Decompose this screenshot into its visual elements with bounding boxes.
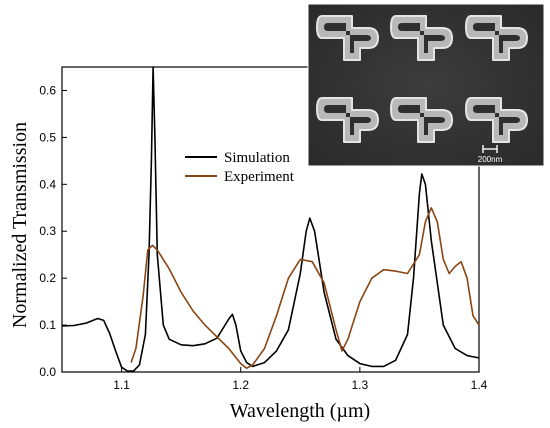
series-line-simulation — [61, 66, 480, 372]
y-tick-label: 0.4 — [39, 177, 56, 191]
y-tick-label: 0.2 — [39, 271, 56, 285]
legend-label-experiment: Experiment — [224, 169, 295, 185]
series-line-experiment — [130, 207, 480, 370]
scale-bar: 200nm — [478, 145, 503, 164]
legend-label-simulation: Simulation — [224, 150, 290, 166]
plot-frame — [61, 66, 480, 373]
x-tick-label: 1.1 — [113, 378, 130, 392]
y-tick-label: 0.5 — [39, 130, 56, 144]
series-layer — [61, 66, 480, 372]
x-axis-title: Wavelength (µm) — [230, 400, 370, 422]
x-tick-label: 1.4 — [471, 378, 488, 392]
x-tick-label: 1.3 — [352, 378, 369, 392]
x-tick-label: 1.2 — [232, 378, 249, 392]
y-tick-label: 0.0 — [39, 365, 56, 379]
y-tick-label: 0.1 — [39, 318, 56, 332]
ticks-layer: 1.1 1.2 1.3 1.4 0.0 0.1 0.2 0.3 0.4 0.5 0.6 — [39, 83, 487, 392]
sem-inset-image: 200nm — [307, 3, 545, 167]
y-tick-label: 0.6 — [39, 83, 56, 97]
scale-bar-label: 200nm — [478, 155, 503, 164]
y-tick-label: 0.3 — [39, 224, 56, 238]
y-axis-title: Normalized Transmission — [9, 122, 31, 328]
legend: Simulation Experiment — [185, 150, 295, 185]
